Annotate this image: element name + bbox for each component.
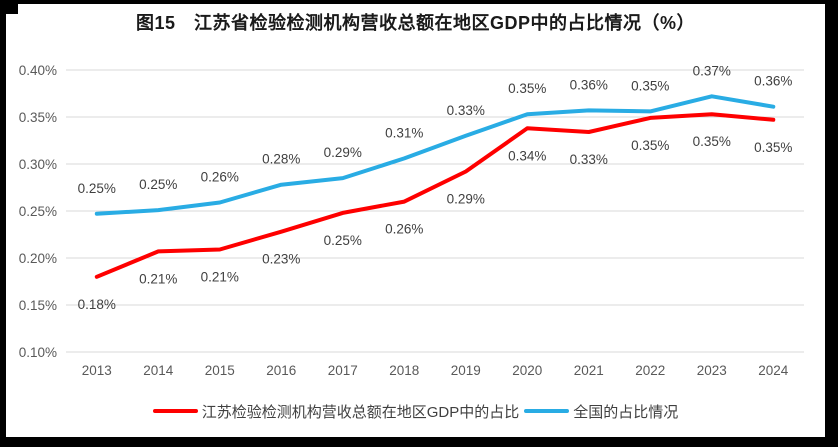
top-left-notch <box>6 4 18 14</box>
national-data-label: 0.29% <box>324 145 362 160</box>
national-data-label: 0.31% <box>385 125 423 140</box>
national-series-line <box>94 94 776 216</box>
national-data-label: 0.26% <box>201 170 239 185</box>
jiangsu-data-label: 0.21% <box>201 270 239 285</box>
jiangsu-data-label: 0.34% <box>508 148 546 163</box>
national-data-label: 0.25% <box>139 177 177 192</box>
jiangsu-data-label: 0.26% <box>385 222 423 237</box>
x-axis-label: 2020 <box>512 363 542 378</box>
y-axis-label: 0.35% <box>19 110 57 125</box>
national-data-label: 0.28% <box>262 152 300 167</box>
x-axis-label: 2015 <box>205 363 235 378</box>
y-axis-label: 0.40% <box>19 63 57 78</box>
chart-title: 图15 江苏省检验检测机构营收总额在地区GDP中的占比情况（%） <box>135 13 696 33</box>
x-axis-label: 2023 <box>697 363 727 378</box>
jiangsu-data-label: 0.35% <box>631 138 669 153</box>
jiangsu-data-label: 0.18% <box>78 297 116 312</box>
national-data-label: 0.25% <box>78 181 116 196</box>
jiangsu-series-line <box>94 112 776 279</box>
legend-item-jiangsu: 江苏检验检测机构营收总额在地区GDP中的占比 <box>152 401 520 422</box>
national-line-swatch <box>524 409 570 413</box>
x-axis-label: 2019 <box>451 363 481 378</box>
chart-background <box>6 4 825 437</box>
national-data-label: 0.36% <box>754 74 792 89</box>
x-axis-label: 2024 <box>758 363 789 378</box>
chart-legend: 江苏检验检测机构营收总额在地区GDP中的占比 全国的占比情况 <box>6 398 825 424</box>
jiangsu-line-swatch <box>152 409 198 413</box>
legend-label-national: 全国的占比情况 <box>573 403 679 421</box>
y-axis-label: 0.30% <box>19 157 57 172</box>
legend-item-national: 全国的占比情况 <box>524 401 678 422</box>
x-axis-label: 2013 <box>82 363 112 378</box>
jiangsu-data-label: 0.25% <box>324 233 362 248</box>
national-data-label: 0.36% <box>570 77 608 92</box>
national-data-label: 0.35% <box>508 81 546 96</box>
legend-label-jiangsu: 江苏检验检测机构营收总额在地区GDP中的占比 <box>201 403 520 421</box>
jiangsu-data-label: 0.29% <box>447 192 485 207</box>
national-data-label: 0.33% <box>447 103 485 118</box>
y-axis-label: 0.25% <box>19 204 57 219</box>
jiangsu-data-label: 0.33% <box>570 152 608 167</box>
y-axis-label: 0.20% <box>19 251 57 266</box>
jiangsu-data-label: 0.35% <box>693 134 731 149</box>
national-data-label: 0.35% <box>631 78 669 93</box>
national-data-label: 0.37% <box>693 63 731 78</box>
x-axis-label: 2016 <box>266 363 296 378</box>
jiangsu-data-label: 0.21% <box>139 271 177 286</box>
x-axis-label: 2022 <box>635 363 665 378</box>
x-axis-label: 2017 <box>328 363 358 378</box>
x-axis-label: 2014 <box>143 363 174 378</box>
x-axis-label: 2018 <box>389 363 419 378</box>
y-axis-label: 0.10% <box>19 345 57 360</box>
jiangsu-data-label: 0.35% <box>754 140 792 155</box>
x-axis-label: 2021 <box>574 363 604 378</box>
jiangsu-data-label: 0.23% <box>262 252 300 267</box>
y-axis-label: 0.15% <box>19 298 57 313</box>
